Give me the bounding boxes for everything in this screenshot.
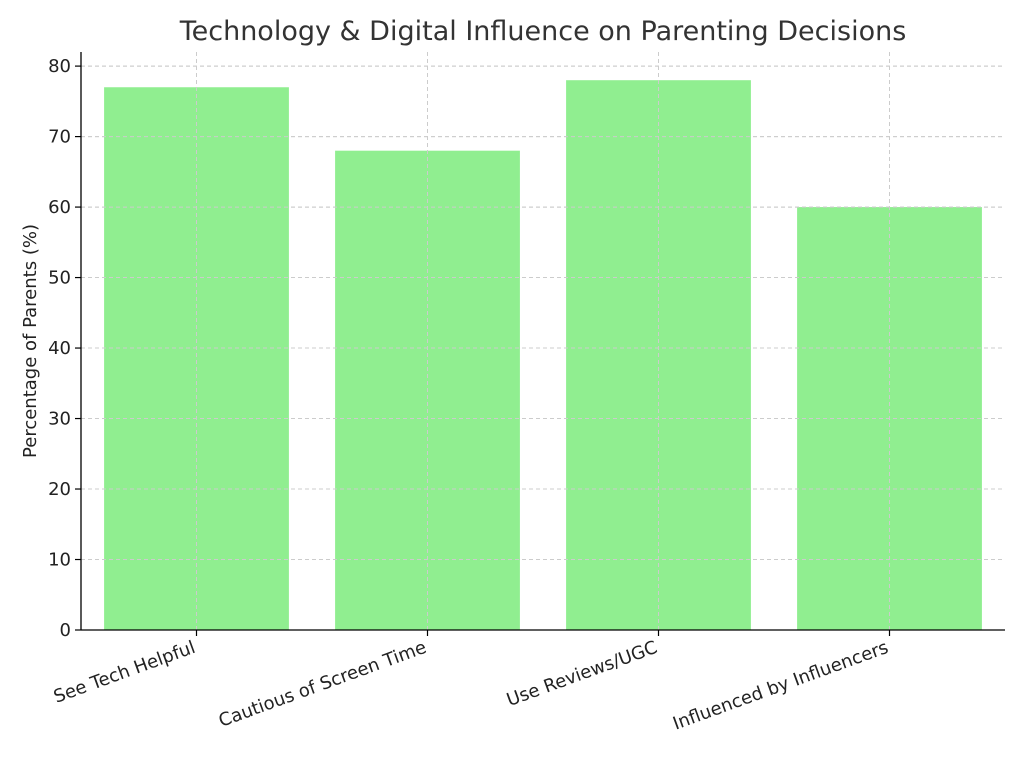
y-tick-label: 70 [48,127,71,148]
y-tick-label: 80 [48,56,71,77]
y-tick-label: 40 [48,338,71,359]
y-tick-label: 30 [48,409,71,430]
x-tick-label: Cautious of Screen Time [216,637,429,732]
y-tick-label: 0 [60,620,71,641]
chart-title: Technology & Digital Influence on Parent… [179,16,907,47]
y-tick-label: 10 [48,550,71,571]
x-tick-label: See Tech Helpful [51,637,198,708]
bar [104,87,289,631]
x-tick-label: Influenced by Influencers [670,637,891,735]
y-axis-label: Percentage of Parents (%) [20,224,41,458]
x-tick-label: Use Reviews/UGC [504,637,660,711]
y-tick-label: 50 [48,268,71,289]
y-tick-label: 20 [48,479,71,500]
bar-layer [81,52,1005,631]
y-tick-label: 60 [48,197,71,218]
